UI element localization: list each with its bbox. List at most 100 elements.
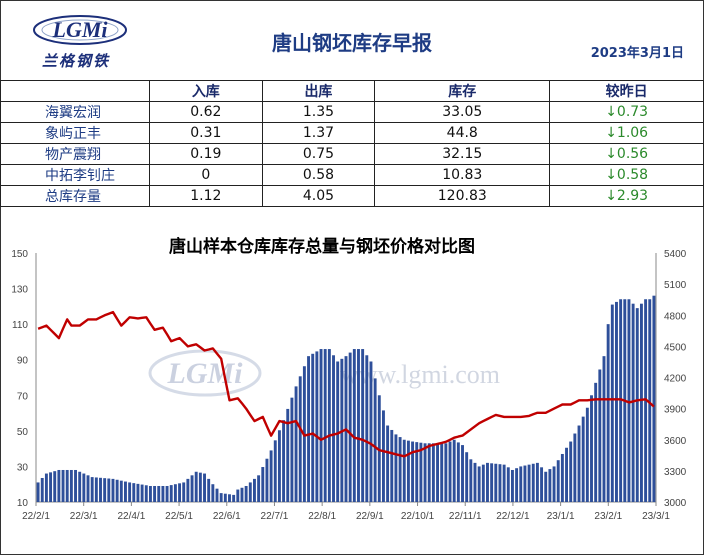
inventory-bar (140, 484, 144, 502)
cell-out: 1.37 (261, 122, 376, 144)
inventory-bar (124, 481, 127, 502)
right-axis-tick: 3000 (664, 498, 687, 509)
cell-out: 0.58 (261, 164, 376, 186)
inventory-price-chart: 唐山样本仓库库存总量与钢坯价格对比图 LGMi www.lgmi.com 103… (11, 236, 687, 522)
inventory-bar (65, 469, 69, 502)
inventory-bar (615, 301, 618, 502)
inventory-bar (215, 488, 219, 502)
x-axis-tick: 22/4/1 (117, 511, 145, 522)
report-date: 2023年3月1日 (590, 46, 684, 61)
inventory-bar (36, 482, 40, 502)
inventory-bar (535, 462, 539, 502)
inventory-bar (431, 443, 435, 502)
inventory-bar (319, 349, 323, 502)
inventory-bar (240, 487, 244, 502)
inventory-bar (327, 349, 331, 502)
report-header: LGMi 兰格钢铁 唐山钢坯库存早报 2023年3月1日 (0, 0, 704, 80)
inventory-bar (402, 439, 406, 502)
inventory-bar (323, 349, 327, 502)
right-axis-tick: 5100 (664, 280, 687, 291)
x-axis-tick: 23/3/1 (642, 511, 670, 522)
column-header-in: 入库 (149, 80, 263, 102)
warehouse-name: 总库存量 (0, 185, 150, 207)
inventory-bar (465, 452, 469, 502)
inventory-bar (94, 477, 98, 502)
inventory-bar (277, 430, 281, 502)
cell-in: 1.12 (149, 185, 263, 207)
table-corner (0, 80, 150, 102)
warehouse-name: 物产震翔 (0, 143, 150, 165)
inventory-bar (477, 466, 481, 502)
inventory-bar (365, 355, 369, 502)
inventory-bar (527, 464, 531, 502)
inventory-bar (544, 471, 548, 502)
inventory-bar (585, 407, 589, 502)
left-axis-tick: 30 (17, 462, 29, 473)
inventory-bar (198, 472, 202, 502)
inventory-bar (577, 425, 581, 502)
chart-title: 唐山样本仓库库存总量与钢坯价格对比图 (169, 236, 475, 257)
cell-stock: 44.8 (374, 122, 551, 144)
inventory-bar (348, 352, 352, 502)
right-axis-tick: 4200 (664, 374, 687, 385)
right-axis-tick: 4800 (664, 311, 687, 322)
inventory-bar (282, 420, 286, 502)
warehouse-name: 中拓李钊庄 (0, 164, 150, 186)
x-axis-tick: 22/7/1 (261, 511, 289, 522)
inventory-bar (394, 434, 398, 502)
inventory-bar (161, 485, 165, 502)
column-header-stock: 库存 (374, 80, 551, 102)
inventory-bar (569, 441, 573, 502)
inventory-bar (57, 469, 61, 502)
column-header-change: 较昨日 (549, 80, 704, 102)
inventory-bar (86, 475, 90, 502)
inventory-bar (211, 484, 215, 502)
inventory-bar (119, 480, 123, 502)
inventory-bar (419, 442, 423, 502)
inventory-bar (519, 466, 523, 502)
inventory-bar (315, 351, 319, 502)
table-row: 象屿正丰 0.31 1.37 44.8 ↓1.06 (0, 122, 704, 144)
inventory-bar (265, 458, 269, 502)
inventory-bar (440, 443, 444, 502)
inventory-bar (381, 410, 385, 502)
inventory-bar (49, 472, 53, 502)
billet-price-line (37, 310, 655, 458)
left-axis-tick: 70 (17, 391, 29, 402)
inventory-bar (581, 416, 585, 502)
x-axis-tick: 22/10/1 (401, 511, 435, 522)
inventory-bar (373, 378, 377, 502)
inventory-bar (639, 303, 643, 502)
x-axis-tick: 22/2/1 (22, 511, 50, 522)
inventory-bar (248, 482, 252, 502)
cell-in: 0 (149, 164, 263, 186)
cell-stock: 33.05 (374, 101, 551, 123)
left-axis-tick: 50 (17, 427, 29, 438)
cell-out: 1.35 (261, 101, 376, 123)
left-axis-tick: 130 (11, 285, 28, 296)
inventory-bar (294, 386, 298, 502)
inventory-bar (565, 447, 568, 502)
cell-change: ↓0.73 (549, 101, 704, 123)
x-axis-tick: 22/12/1 (496, 511, 530, 522)
cell-stock: 120.83 (374, 185, 551, 207)
right-axis-tick: 3900 (664, 405, 687, 416)
left-axis-tick: 90 (17, 356, 29, 367)
inventory-bar (540, 467, 544, 502)
inventory-bar (452, 439, 456, 502)
inventory-bar (236, 489, 240, 502)
inventory-bar (99, 477, 102, 502)
x-axis-tick: 23/1/1 (547, 511, 575, 522)
inventory-bar (352, 349, 356, 502)
inventory-bar (44, 473, 48, 502)
inventory-bar (228, 494, 231, 502)
inventory-bar (473, 462, 477, 502)
inventory-bar (223, 493, 227, 502)
inventory-bar (40, 477, 44, 502)
inventory-bar (269, 450, 273, 502)
inventory-bar (390, 429, 394, 502)
inventory-bar (336, 361, 340, 502)
inventory-bar (286, 408, 290, 502)
inventory-bar (107, 478, 111, 502)
inventory-bar (560, 453, 564, 502)
